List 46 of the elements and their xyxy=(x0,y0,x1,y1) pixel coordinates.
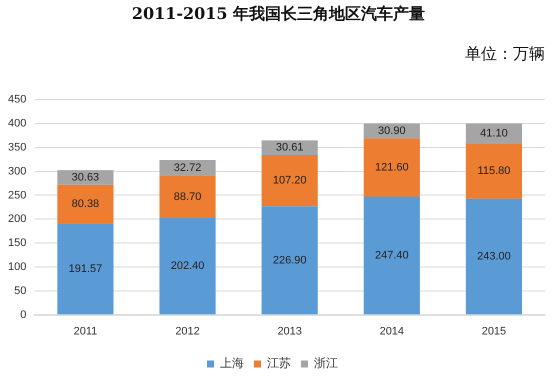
y-tick-label: 450 xyxy=(8,94,26,106)
bar xyxy=(364,138,420,196)
bar xyxy=(466,143,522,199)
data-label: 191.57 xyxy=(68,262,102,275)
y-tick-label: 0 xyxy=(20,308,26,321)
y-tick-label: 50 xyxy=(14,284,26,297)
y-tick-label: 100 xyxy=(8,261,26,274)
data-label: 202.40 xyxy=(170,260,204,272)
y-tick-label: 200 xyxy=(8,213,26,226)
legend-label: 上海 xyxy=(220,356,244,370)
y-tick-label: 400 xyxy=(8,118,26,130)
data-label: 107.20 xyxy=(272,174,307,187)
x-tick-label: 2015 xyxy=(482,325,506,338)
text: 单位：万辆 xyxy=(465,44,545,65)
data-label: 41.10 xyxy=(480,127,508,140)
bar xyxy=(159,218,216,314)
x-tick-label: 2011 xyxy=(74,325,98,338)
bar xyxy=(466,198,522,314)
y-tick-label: 250 xyxy=(8,189,26,202)
y-tick-label: 150 xyxy=(8,237,26,250)
data-label: 121.60 xyxy=(374,161,409,174)
bar xyxy=(466,124,522,144)
data-label: 226.90 xyxy=(272,254,307,266)
x-tick-label: 2014 xyxy=(380,325,404,338)
bar xyxy=(57,223,114,314)
data-label: 30.61 xyxy=(276,142,304,154)
x-tick-label: 2012 xyxy=(175,325,200,338)
data-label: 32.72 xyxy=(174,162,202,174)
bar xyxy=(262,206,318,314)
y-tick-label: 300 xyxy=(8,165,26,178)
bar xyxy=(159,176,216,218)
chart-title: 2011-2015 年我国长三角地区汽车产量 xyxy=(130,4,426,25)
bar xyxy=(364,196,420,314)
x-tick-label: 2013 xyxy=(277,325,302,338)
data-label: 247.40 xyxy=(374,249,409,262)
legend-label: 江苏 xyxy=(267,356,291,370)
data-label: 30.90 xyxy=(378,124,406,137)
bar xyxy=(57,184,114,224)
data-label: 30.63 xyxy=(72,171,100,184)
data-label: 115.80 xyxy=(478,164,510,177)
data-label: 88.70 xyxy=(174,190,202,203)
y-tick-label: 350 xyxy=(8,141,26,154)
data-label: 243.00 xyxy=(477,250,511,262)
legend-label: 浙江 xyxy=(314,356,338,370)
data-label: 80.38 xyxy=(72,198,100,210)
bar xyxy=(262,155,318,206)
